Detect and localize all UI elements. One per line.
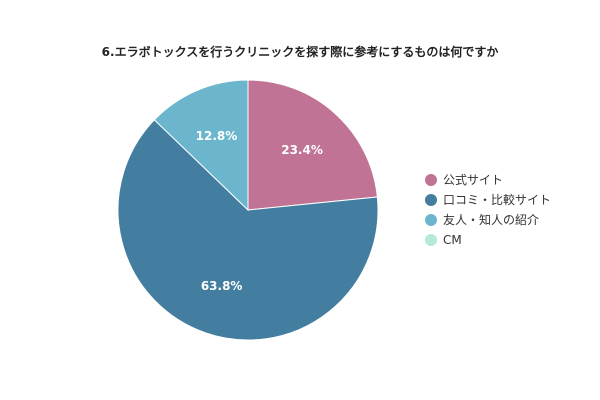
legend-label: 友人・知人の紹介 [443,213,539,227]
slice-value-label: 63.8% [201,279,243,293]
pie-slice-labels: 23.4% 63.8% 12.8% [196,129,323,293]
slice-value-label: 23.4% [281,143,323,157]
legend-marker [425,194,437,206]
legend-marker [425,174,437,186]
legend-marker [425,234,437,246]
pie-slices [117,79,379,341]
pie-slice [247,79,378,211]
pie-slice [117,119,379,341]
pie-slice [153,79,249,212]
legend-marker [425,214,437,226]
slice-value-label: 12.8% [196,129,238,143]
chart-title: 6.エラボトックスを行うクリニックを探す際に参考にするものは何ですか [102,44,499,59]
legend-label: 口コミ・比較サイト [443,192,551,207]
legend-label: 公式サイト [443,173,503,187]
legend-label: CM [443,233,462,247]
